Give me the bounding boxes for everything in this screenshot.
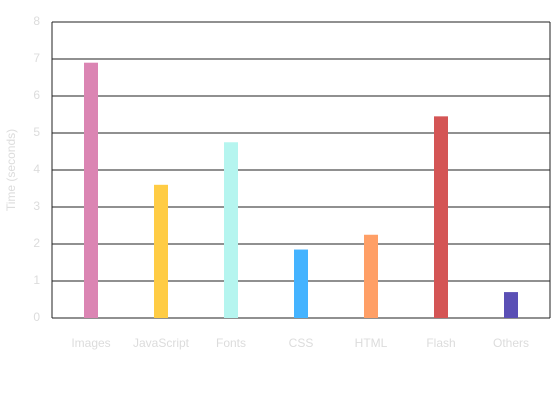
bar [84,62,98,319]
y-tick-label: 7 [33,51,40,65]
y-tick-label: 0 [33,310,40,324]
x-tick-label: Images [71,336,110,350]
bar [154,184,168,318]
bar [294,249,308,318]
y-tick-label: 6 [33,88,40,102]
x-tick-label: JavaScript [133,336,190,350]
y-tick-label: 1 [33,273,40,287]
y-tick-label: 2 [33,236,40,250]
bar [504,292,518,318]
y-tick-label: 5 [33,125,40,139]
y-tick-label: 4 [33,162,40,176]
x-tick-label: Flash [426,336,455,350]
x-tick-label: CSS [289,336,314,350]
x-tick-label: Others [493,336,529,350]
y-tick-label: 8 [33,14,40,28]
bar [434,116,448,318]
bar [364,234,378,318]
x-tick-label: HTML [355,336,388,350]
y-axis-title: Time (seconds) [4,129,18,211]
x-tick-label: Fonts [216,336,246,350]
bar [224,142,238,318]
y-tick-label: 3 [33,199,40,213]
